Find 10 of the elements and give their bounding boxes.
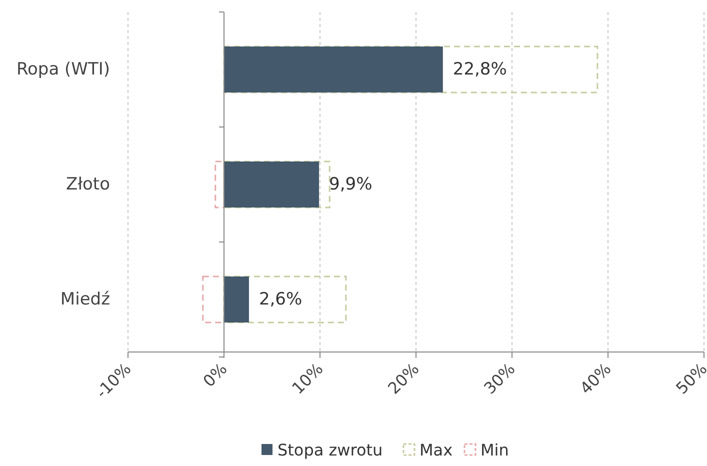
- legend-label: Min: [480, 440, 509, 460]
- y-tick-label: Złoto: [66, 174, 110, 194]
- y-tick-label: Miedź: [60, 290, 110, 310]
- data-label: 2,6%: [258, 290, 302, 310]
- x-tick-label: 0%: [199, 359, 231, 391]
- data-label: 22,8%: [452, 60, 507, 80]
- legend-label: Stopa zwrotu: [278, 440, 383, 460]
- legend-label: Max: [420, 440, 453, 460]
- y-tick-label: Ropa (WTI): [16, 60, 110, 80]
- data-label: 9,9%: [329, 174, 372, 194]
